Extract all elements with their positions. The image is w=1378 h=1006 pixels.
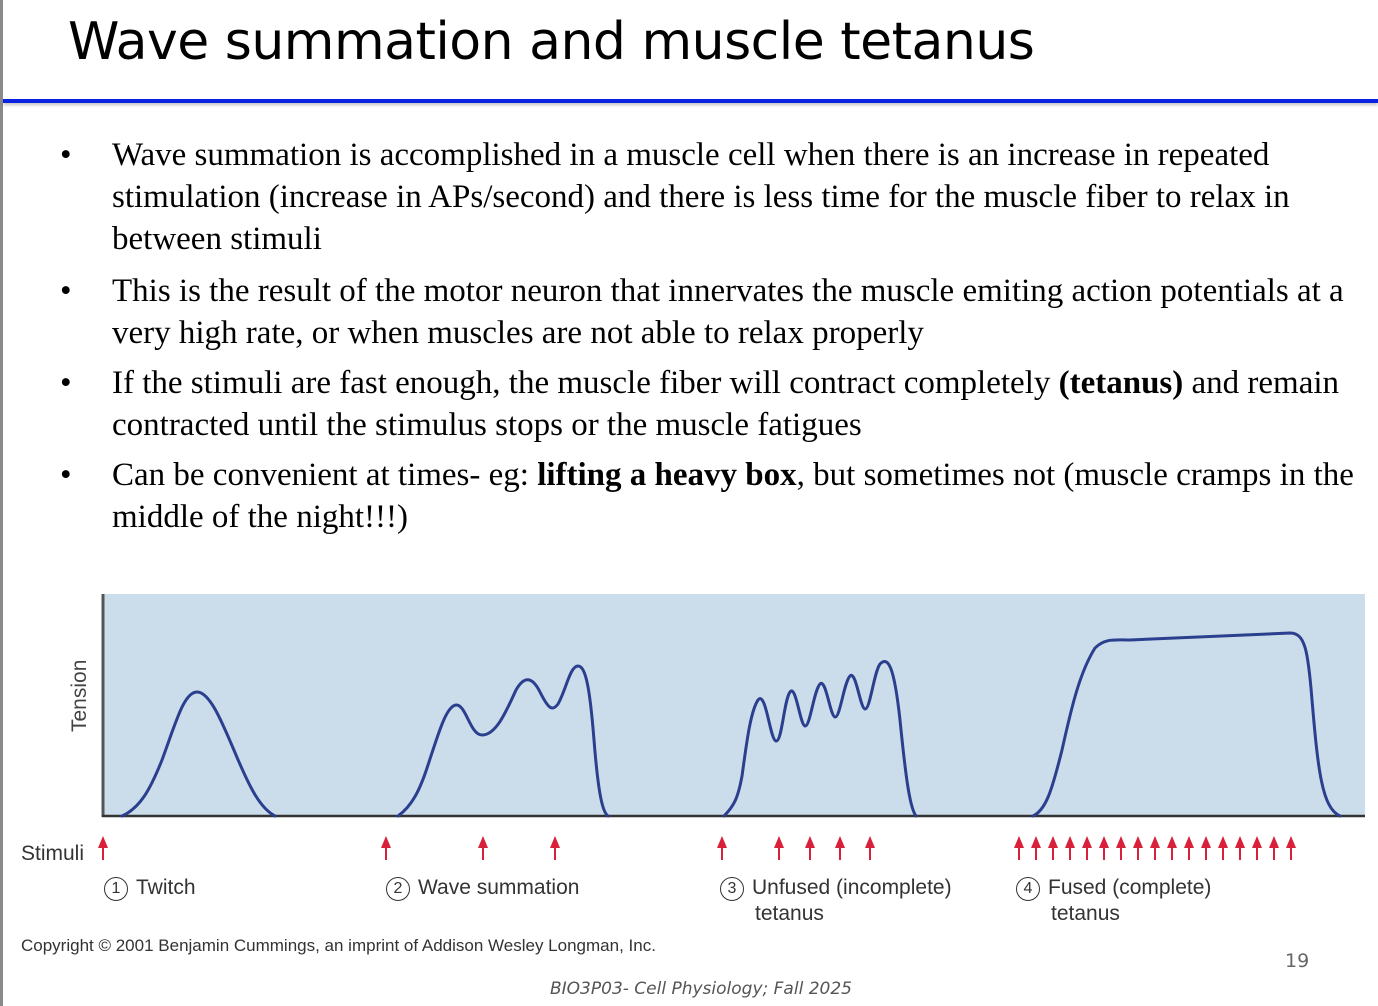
bullet-text: Wave summation is accomplished in a musc… [112,137,1290,257]
bullet-item: • Wave summation is accomplished in a mu… [60,134,1360,260]
stimulus-arrow-icon [97,835,109,861]
stimulus-arrow-icon [477,835,489,861]
stimuli-arrows-unfused [716,835,876,861]
panel-caption-wave-summation: 2 Wave summation [386,875,579,901]
caption-text: Twitch [136,876,196,899]
stimulus-arrow-icon [834,835,846,861]
y-axis-label: Tension [68,659,91,732]
caption-text-line2: tetanus [1051,902,1120,925]
stimulus-arrow-icon [1081,835,1093,861]
bullet-text: If the stimuli are fast enough, the musc… [112,365,1059,401]
panel-caption-fused-tetanus: 4 Fused (complete) tetanus [1016,875,1211,926]
stimulus-arrow-icon [1132,835,1144,861]
stimulus-arrow-icon [1149,835,1161,861]
slide-footer: BIO3P03- Cell Physiology; Fall 2025 [550,979,852,999]
stimuli-label: Stimuli [21,842,85,865]
bullet-text: , but sometimes not (muscle cramps in th… [112,457,1354,535]
bullet-text: Can be convenient at times- eg: [112,457,538,493]
stimuli-arrows-twitch [97,835,109,861]
stimulus-arrow-icon [1013,835,1025,861]
stimulus-arrow-icon [864,835,876,861]
circled-number: 3 [720,877,744,901]
unfused-tetanus-curve [722,660,918,818]
title-underline [3,99,1378,103]
diagram-panel [103,594,1365,816]
circled-number: 4 [1016,877,1040,901]
stimulus-arrow-icon [1166,835,1178,861]
stimulus-arrow-icon [1183,835,1195,861]
page-number: 19 [1285,950,1310,972]
circled-number: 2 [386,877,410,901]
bullet-item: • Can be convenient at times- eg: liftin… [60,454,1360,538]
bullet-marker: • [60,273,72,309]
bullet-item: • If the stimuli are fast enough, the mu… [60,362,1360,446]
stimuli-arrows-wave-summation [380,835,561,861]
bullet-marker: • [60,137,72,173]
bullet-marker: • [60,365,72,401]
bullet-bold-text: lifting a heavy box [537,457,797,493]
bullet-list: • Wave summation is accomplished in a mu… [60,134,1360,548]
bullet-marker: • [60,457,72,493]
stimulus-arrow-icon [1064,835,1076,861]
bullet-text: This is the result of the motor neuron t… [112,273,1344,351]
caption-text-line2: tetanus [755,902,824,925]
caption-text: Wave summation [418,876,580,899]
panel-caption-unfused-tetanus: 3 Unfused (incomplete) tetanus [720,875,952,926]
stimulus-arrow-icon [1115,835,1127,861]
stimulus-arrow-icon [1098,835,1110,861]
stimulus-arrow-icon [1251,835,1263,861]
bullet-item: • This is the result of the motor neuron… [60,270,1360,354]
stimulus-arrow-icon [716,835,728,861]
stimulus-arrow-icon [1030,835,1042,861]
circled-number: 1 [104,877,128,901]
stimulus-arrow-icon [804,835,816,861]
panel-caption-twitch: 1 Twitch [104,875,196,901]
twitch-curve [120,690,277,818]
bullet-bold-text: (tetanus) [1058,365,1184,401]
stimulus-arrow-icon [1200,835,1212,861]
stimulus-arrow-icon [1285,835,1297,861]
bullet-text: and remain contracted until the stimulus… [112,365,1340,443]
figure-copyright: Copyright © 2001 Benjamin Cummings, an i… [21,936,656,955]
slide-title: Wave summation and muscle tetanus [68,12,1035,72]
stimulus-arrow-icon [773,835,785,861]
stimulus-arrow-icon [1217,835,1229,861]
stimulus-arrow-icon [1234,835,1246,861]
caption-text: Unfused (incomplete) [752,876,952,899]
fused-tetanus-curve [1031,631,1342,818]
stimulus-arrow-icon [549,835,561,861]
stimulus-arrow-icon [380,835,392,861]
stimulus-arrow-icon [1047,835,1059,861]
slide-left-border [0,0,3,1006]
stimulus-arrow-icon [1268,835,1280,861]
caption-text: Fused (complete) [1048,876,1212,899]
stimuli-arrows-fused [1013,835,1297,861]
wave-summation-curve [396,664,610,818]
